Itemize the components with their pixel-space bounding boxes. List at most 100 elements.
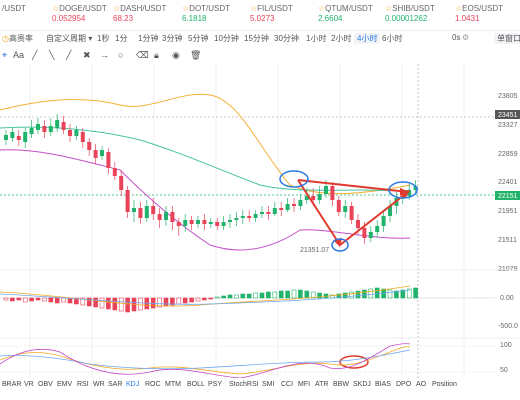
candle-body xyxy=(221,222,226,226)
candle-body xyxy=(362,228,367,238)
candle-body xyxy=(298,200,303,206)
candle-body xyxy=(42,126,47,132)
tab-wr[interactable]: WR xyxy=(93,381,105,388)
macd-bar xyxy=(406,288,412,299)
macd-bar xyxy=(74,297,79,305)
ticker-item[interactable]: ☆EOS/USDT 1.0431 xyxy=(455,4,503,24)
tab-atr[interactable]: ATR xyxy=(315,381,329,388)
tab-bbw[interactable]: BBW xyxy=(333,381,349,388)
window-mode-button[interactable]: 单窗口 xyxy=(494,33,520,44)
star-icon[interactable]: ☆ xyxy=(250,4,258,13)
ticker-item[interactable]: ☆DOGE/USDT 0.052954 xyxy=(52,4,107,24)
text-tool-icon[interactable]: Aa xyxy=(13,50,25,60)
ray-tool-icon[interactable]: ╲ xyxy=(49,50,55,60)
shape-tool-icon[interactable]: ✖ xyxy=(83,50,91,60)
refresh-interval[interactable]: 0s xyxy=(452,33,461,42)
tab-vr[interactable]: VR xyxy=(24,381,34,388)
macd-bar xyxy=(362,289,367,299)
price-tag xyxy=(495,191,520,200)
candle-body xyxy=(36,124,40,130)
tab-kdj[interactable]: KDJ xyxy=(126,381,140,388)
kdj-axis-label: 100 xyxy=(500,342,512,349)
macd-bar xyxy=(42,297,47,302)
macd-bar xyxy=(272,291,278,299)
price-tick: 23805 xyxy=(498,93,518,100)
ticker-item[interactable]: ☆DASH/USDT 68.23 xyxy=(113,4,166,24)
line-tool-icon[interactable]: ╱ xyxy=(32,50,38,60)
tab-bias[interactable]: BIAS xyxy=(375,381,391,388)
tab-mfi[interactable]: MFI xyxy=(298,381,311,388)
macd-bar xyxy=(112,297,118,311)
tab-ao[interactable]: AO xyxy=(416,381,427,388)
candle-body xyxy=(4,135,8,140)
period-4h[interactable]: 4小时 xyxy=(354,33,381,44)
eye-icon[interactable]: ◉ xyxy=(172,50,180,60)
period-5min[interactable]: 5分钟 xyxy=(188,34,209,43)
macd-bar xyxy=(61,297,66,303)
tab-sar[interactable]: SAR xyxy=(108,381,123,388)
star-icon[interactable]: ☆ xyxy=(385,4,393,13)
tab-mtm[interactable]: MTM xyxy=(165,381,181,388)
kdj-axis-label: 50 xyxy=(500,367,508,374)
annotation-circle xyxy=(279,170,309,188)
tab-skdj[interactable]: SKDJ xyxy=(353,381,371,388)
period-30min[interactable]: 30分钟 xyxy=(274,34,299,43)
tab-boll[interactable]: BOLL xyxy=(187,381,205,388)
star-icon[interactable]: ☆ xyxy=(318,4,326,13)
star-icon[interactable]: ☆ xyxy=(113,4,121,13)
tab-stochrsi[interactable]: StochRSI xyxy=(229,381,259,388)
tab-psy[interactable]: PSY xyxy=(208,381,223,388)
trash-icon[interactable]: 🗑︎ xyxy=(190,50,202,60)
star-icon[interactable]: ☆ xyxy=(182,4,190,13)
period-1h[interactable]: 1小时 xyxy=(306,34,327,43)
period-1min[interactable]: 1分钟 xyxy=(138,34,159,43)
ticker-price: 5.0273 xyxy=(250,14,275,23)
fee-rate-button[interactable]: ◷高贵率 xyxy=(2,33,33,44)
macd-bar xyxy=(131,297,137,312)
ticker-item[interactable]: ☆QTUM/USDT 2.6604 xyxy=(318,4,373,24)
candle-body xyxy=(266,212,271,214)
arrow-tool-icon[interactable]: → xyxy=(100,50,109,60)
ticker-item[interactable]: /USDT xyxy=(2,4,26,14)
tab-emv[interactable]: EMV xyxy=(57,381,73,388)
annotation-layer xyxy=(279,170,418,369)
tab-position[interactable]: Position xyxy=(432,381,457,388)
lock-icon[interactable]: 🔒︎ xyxy=(154,50,159,60)
macd-bar xyxy=(234,294,239,299)
macd-bar xyxy=(355,290,361,299)
ticker-item[interactable]: ☆DOT/USDT 6.1818 xyxy=(182,4,230,24)
tab-rsi[interactable]: RSI xyxy=(77,381,89,388)
tab-cci[interactable]: CCI xyxy=(281,381,294,388)
circle-tool-icon[interactable]: ○ xyxy=(118,50,124,60)
macd-bar xyxy=(182,297,188,304)
period-1m[interactable]: 1分 xyxy=(115,34,128,43)
period-3min[interactable]: 3分钟 xyxy=(162,34,183,43)
candle-body xyxy=(29,128,34,134)
ticker-item[interactable]: ☆SHIB/USDT 0.00001262 xyxy=(385,4,435,24)
tab-dpo[interactable]: DPO xyxy=(396,381,412,388)
period-15min[interactable]: 15分钟 xyxy=(244,34,269,43)
macd-bar xyxy=(202,297,207,301)
macd-bar xyxy=(176,297,182,305)
tab-roc[interactable]: ROC xyxy=(145,381,161,388)
tab-smi[interactable]: SMI xyxy=(262,381,275,388)
custom-period-dropdown[interactable]: 自定义周期 ▾ xyxy=(46,33,92,44)
settings-icon[interactable]: ⚙ xyxy=(462,33,470,42)
period-2h[interactable]: 2小时 xyxy=(331,34,352,43)
crosshair-icon[interactable]: ⌖ xyxy=(2,50,8,60)
star-icon[interactable]: ☆ xyxy=(52,4,60,13)
eraser-icon[interactable]: ⌫ xyxy=(136,50,149,60)
period-1s[interactable]: 1秒 xyxy=(97,34,110,43)
tab-obv[interactable]: OBV xyxy=(38,381,53,388)
period-10min[interactable]: 10分钟 xyxy=(214,34,239,43)
tab-brar[interactable]: BRAR xyxy=(2,381,22,388)
ticker-item[interactable]: ☆FIL/USDT 5.0273 xyxy=(250,4,293,24)
period-6h[interactable]: 6小时 xyxy=(382,34,403,43)
pen-tool-icon[interactable]: ╱ xyxy=(66,50,72,60)
macd-bar xyxy=(291,289,297,299)
macd-bar xyxy=(330,294,335,299)
candle-body xyxy=(74,130,79,136)
vertical-gridlines xyxy=(29,64,465,378)
candle-body xyxy=(292,204,296,206)
star-icon[interactable]: ☆ xyxy=(455,4,463,13)
